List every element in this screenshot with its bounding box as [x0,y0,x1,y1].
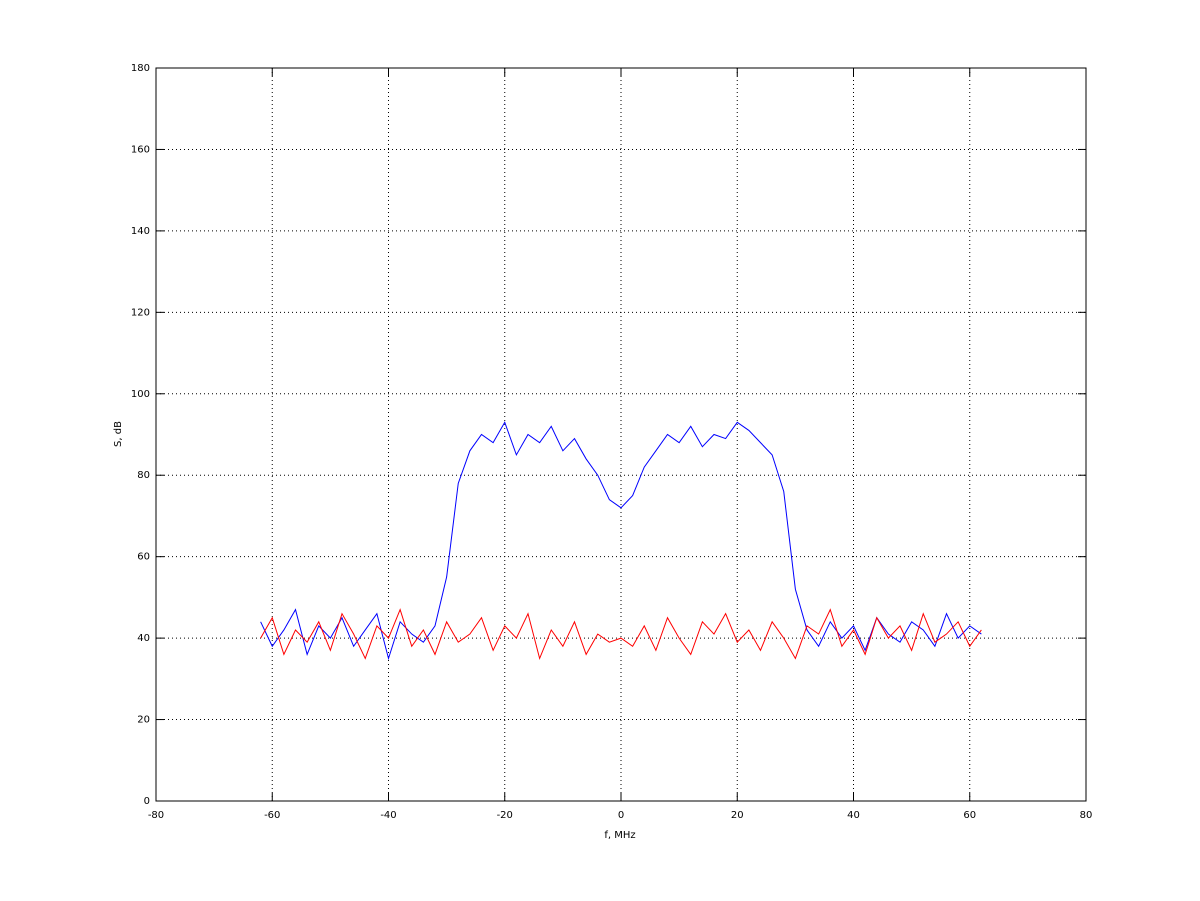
x-tick-label: -80 [148,810,164,821]
x-tick-label: 80 [1080,810,1093,821]
y-tick-label: 160 [131,144,150,155]
y-tick-label: 100 [131,389,150,400]
y-tick-label: 60 [137,552,150,563]
x-tick-label: -60 [264,810,280,821]
x-tick-label: -40 [380,810,396,821]
y-tick-label: 120 [131,307,150,318]
y-tick-label: 0 [144,796,150,807]
plot-frame [155,67,1087,802]
x-tick-label: 40 [847,810,860,821]
y-tick-label: 180 [131,63,150,74]
y-tick-label: 40 [137,633,150,644]
x-tick-label: 0 [618,810,624,821]
y-tick-label: 80 [137,470,150,481]
y-tick-label: 140 [131,226,150,237]
x-tick-label: -20 [497,810,513,821]
y-tick-label: 20 [137,715,150,726]
series-line [260,421,982,661]
x-tick-label: 60 [963,810,976,821]
x-axis-label: f, MHz [604,830,635,841]
y-axis-label: S, dB [113,421,124,447]
x-tick-label: 20 [731,810,744,821]
series-line [260,608,982,661]
